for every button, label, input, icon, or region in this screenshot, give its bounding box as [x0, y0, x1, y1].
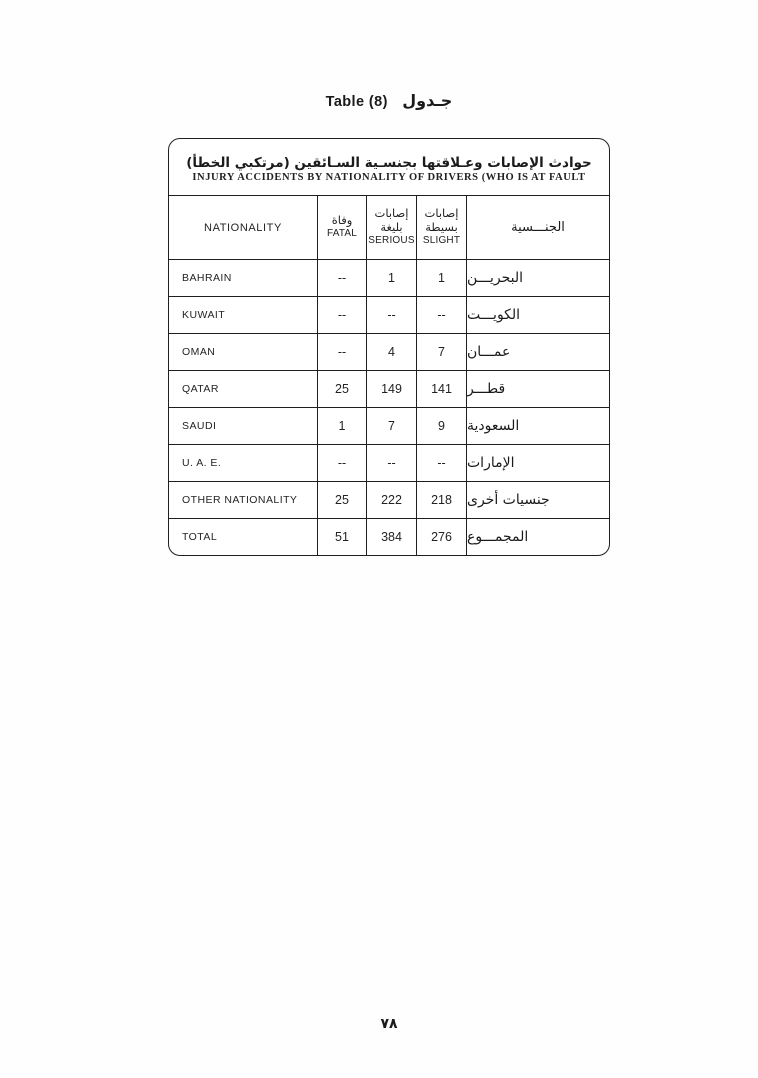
- nationality-arabic-cell: الكويـــت: [466, 297, 609, 333]
- fatal-cell: 1: [317, 408, 366, 444]
- serious-cell: --: [366, 445, 416, 481]
- column-header-fatal-arabic: وفاة: [331, 212, 353, 227]
- slight-cell: --: [416, 445, 466, 481]
- page-number: ٧٨: [380, 1016, 398, 1032]
- table-row-total: TOTAL 51 384 276 المجمـــوع: [169, 518, 609, 555]
- fatal-cell: 25: [317, 371, 366, 407]
- nationality-arabic-cell: المجمـــوع: [466, 519, 609, 555]
- serious-cell: 222: [366, 482, 416, 518]
- nationality-arabic-cell: جنسيات أخرى: [466, 482, 609, 518]
- column-header-slight: إصابات بسيطة SLIGHT: [416, 196, 466, 259]
- document-title-english: Table (8): [325, 94, 388, 110]
- serious-cell: 7: [366, 408, 416, 444]
- nationality-cell: SAUDI: [182, 420, 217, 432]
- fatal-cell: --: [317, 334, 366, 370]
- table-title-english: INJURY ACCIDENTS BY NATIONALITY OF DRIVE…: [192, 171, 586, 183]
- column-header-serious-english: SERIOUS: [368, 235, 415, 247]
- serious-cell: 1: [366, 260, 416, 296]
- fatal-cell: 51: [317, 519, 366, 555]
- nationality-arabic-cell: عمـــان: [466, 334, 609, 370]
- serious-cell: 384: [366, 519, 416, 555]
- nationality-cell: BAHRAIN: [182, 272, 232, 284]
- injury-accidents-table: حوادث الإصابات وعـلاقتها بجنسـية السـائق…: [168, 138, 610, 556]
- slight-cell: 141: [416, 371, 466, 407]
- fatal-cell: --: [317, 260, 366, 296]
- nationality-cell: KUWAIT: [182, 309, 226, 321]
- column-header-serious-arabic: إصابات بليغة: [374, 205, 409, 234]
- nationality-cell: OTHER NATIONALITY: [182, 494, 298, 506]
- slight-cell: 1: [416, 260, 466, 296]
- slight-cell: 9: [416, 408, 466, 444]
- fatal-cell: 25: [317, 482, 366, 518]
- slight-cell: 218: [416, 482, 466, 518]
- nationality-arabic-cell: قطـــر: [466, 371, 609, 407]
- nationality-cell: QATAR: [182, 383, 219, 395]
- table-row-kuwait: KUWAIT -- -- -- الكويـــت: [169, 296, 609, 333]
- fatal-cell: --: [317, 445, 366, 481]
- document-title-arabic: جـدول: [402, 91, 453, 110]
- table-row-uae: U. A. E. -- -- -- الإمارات: [169, 444, 609, 481]
- serious-cell: 149: [366, 371, 416, 407]
- column-header-row: NATIONALITY وفاة FATAL إصابات بليغة SERI…: [169, 196, 609, 259]
- column-header-slight-english: SLIGHT: [422, 235, 461, 247]
- column-header-slight-arabic: إصابات بسيطة: [424, 205, 459, 234]
- column-header-nationality: NATIONALITY: [204, 221, 282, 234]
- slight-cell: 7: [416, 334, 466, 370]
- nationality-arabic-cell: البحريـــن: [466, 260, 609, 296]
- slight-cell: 276: [416, 519, 466, 555]
- column-header-nationality-arabic: الجنـــسية: [466, 196, 609, 259]
- serious-cell: 4: [366, 334, 416, 370]
- table-title-arabic: حوادث الإصابات وعـلاقتها بجنسـية السـائق…: [186, 154, 592, 171]
- nationality-arabic-cell: السعودية: [466, 408, 609, 444]
- table-row-bahrain: BAHRAIN -- 1 1 البحريـــن: [169, 259, 609, 296]
- column-header-fatal: وفاة FATAL: [317, 196, 366, 259]
- document-title: Table (8) جـدول: [168, 91, 610, 111]
- nationality-cell: OMAN: [182, 346, 216, 358]
- nationality-cell: U. A. E.: [182, 457, 222, 469]
- table-row-oman: OMAN -- 4 7 عمـــان: [169, 333, 609, 370]
- table-row-other-nationality: OTHER NATIONALITY 25 222 218 جنسيات أخرى: [169, 481, 609, 518]
- column-header-fatal-english: FATAL: [326, 228, 358, 240]
- serious-cell: --: [366, 297, 416, 333]
- table-row-qatar: QATAR 25 149 141 قطـــر: [169, 370, 609, 407]
- table-title-band: حوادث الإصابات وعـلاقتها بجنسـية السـائق…: [169, 139, 609, 196]
- slight-cell: --: [416, 297, 466, 333]
- nationality-cell: TOTAL: [182, 531, 218, 543]
- column-header-serious: إصابات بليغة SERIOUS: [366, 196, 416, 259]
- fatal-cell: --: [317, 297, 366, 333]
- nationality-arabic-cell: الإمارات: [466, 445, 609, 481]
- table-row-saudi: SAUDI 1 7 9 السعودية: [169, 407, 609, 444]
